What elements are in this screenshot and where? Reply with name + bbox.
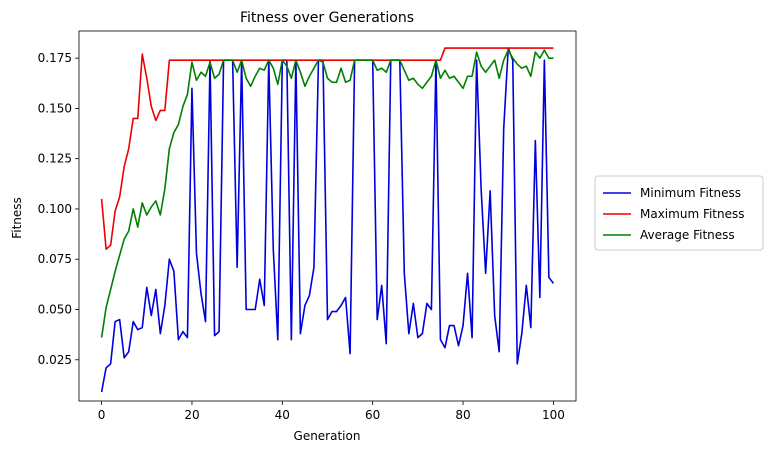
legend: Minimum Fitness Maximum Fitness Average Fi… <box>594 175 764 251</box>
x-axis: 0 20 40 60 80 100 <box>98 401 565 422</box>
x-tick-label: 20 <box>184 408 199 422</box>
legend-frame <box>594 175 764 251</box>
x-tick-label: 60 <box>365 408 380 422</box>
y-axis-title: Fitness <box>10 197 24 239</box>
x-tick-label: 40 <box>275 408 290 422</box>
legend-label-2: Average Fitness <box>640 228 735 242</box>
x-tick-label: 80 <box>455 408 470 422</box>
x-tick-label: 100 <box>542 408 565 422</box>
plot-area <box>78 30 577 402</box>
legend-label-0: Minimum Fitness <box>640 186 741 200</box>
chart-title: Fitness over Generations <box>240 10 414 26</box>
y-axis: 0.025 0.050 0.075 0.100 0.125 0.150 0.175 <box>38 51 79 367</box>
y-tick-label: 0.050 <box>38 303 72 317</box>
y-tick-label: 0.125 <box>38 152 72 166</box>
x-tick-label: 0 <box>98 408 106 422</box>
series-layer <box>100 47 555 393</box>
y-tick-label: 0.025 <box>38 353 72 367</box>
x-axis-title: Generation <box>294 429 361 443</box>
y-tick-label: 0.075 <box>38 252 72 266</box>
series-line-1 <box>100 47 554 250</box>
series-line-2 <box>100 49 554 338</box>
legend-label-1: Maximum Fitness <box>640 207 745 221</box>
y-tick-label: 0.150 <box>38 101 72 115</box>
series-line-0 <box>100 47 555 393</box>
y-tick-label: 0.100 <box>38 202 72 216</box>
y-tick-label: 0.175 <box>38 51 72 65</box>
